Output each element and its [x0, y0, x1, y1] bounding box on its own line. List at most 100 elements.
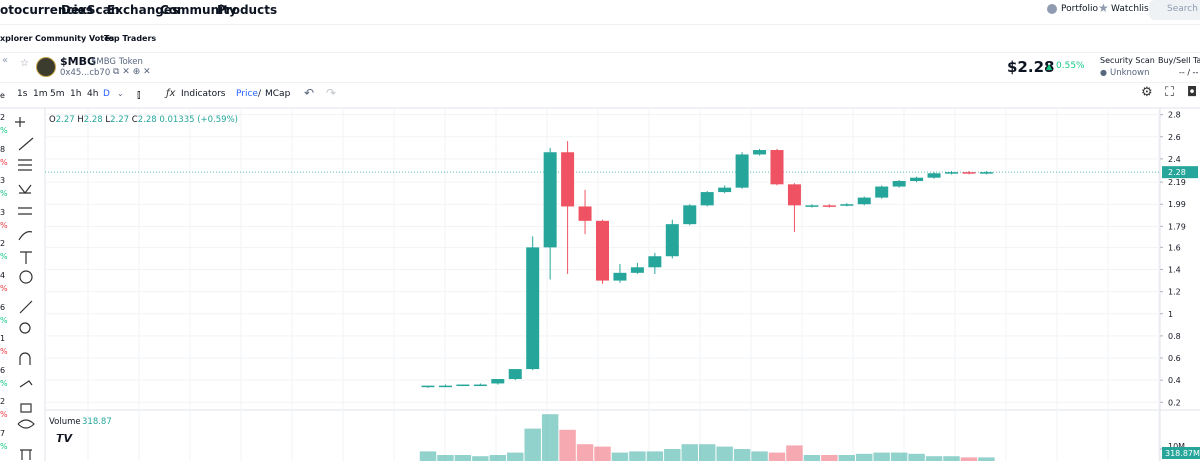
interval[interactable]: D — [103, 89, 110, 99]
side-fragment: 8 — [0, 144, 6, 154]
mcap-toggle[interactable]: MCap — [265, 89, 291, 99]
side-fragment: 2 — [0, 239, 6, 249]
volume-bar — [611, 452, 629, 461]
nav-item[interactable]: DexScan — [61, 3, 120, 17]
fullscreen-icon[interactable]: ⛶ — [1165, 85, 1175, 100]
redo-icon[interactable]: ↷ — [326, 86, 337, 100]
y-tick-label: 0.4 — [1168, 376, 1181, 385]
nav-item[interactable]: Exchanges — [107, 3, 180, 17]
fx-icon[interactable]: ƒx — [166, 88, 176, 99]
interval[interactable]: 1m — [33, 89, 48, 99]
interval[interactable]: 1h — [70, 89, 82, 99]
side-fragment: e — [0, 91, 5, 100]
watchlist[interactable]: Watchlist — [1111, 4, 1153, 14]
legend-change: 0.01335 — [159, 115, 194, 125]
candle-body — [875, 186, 889, 198]
subnav-item[interactable]: xplorer — [0, 34, 33, 43]
side-fragment: 3 — [0, 176, 6, 186]
side-fragment: % — [0, 157, 8, 167]
candle-body — [473, 384, 487, 387]
portfolio[interactable]: Portfolio — [1061, 4, 1099, 14]
nav-item[interactable]: Products — [217, 3, 278, 17]
volume-bar — [908, 453, 925, 461]
volume-bar — [472, 456, 489, 461]
volume-bar — [716, 446, 733, 461]
side-fragment: % — [0, 189, 8, 199]
interval[interactable]: 1s — [17, 89, 28, 99]
legend-key: O — [49, 115, 56, 125]
interval[interactable]: 5m — [50, 89, 65, 99]
side-fragment: % — [0, 126, 8, 135]
search-box[interactable] — [1149, 0, 1200, 20]
legend-value: 2.27 — [56, 115, 75, 125]
legend-value: 2.28 — [138, 115, 157, 125]
indicators[interactable]: Indicators — [181, 89, 226, 99]
candle-body — [857, 197, 871, 205]
volume-bar — [960, 457, 978, 461]
candle-body — [805, 205, 819, 207]
candle-body — [526, 247, 540, 370]
nav-item[interactable]: Community — [160, 3, 237, 17]
drawing-tools[interactable] — [15, 117, 35, 460]
legend-key: H — [77, 115, 83, 125]
candle-body — [718, 187, 732, 193]
y-tick-label: 2.4 — [1168, 155, 1181, 164]
divider — [0, 24, 1200, 25]
nav-item[interactable]: otocurrencies — [0, 3, 93, 17]
candle-body — [421, 385, 435, 388]
y-tick-label: 2.6 — [1168, 133, 1181, 142]
volume-bar — [925, 456, 943, 461]
candle-type-icon[interactable]: ⫾ — [137, 88, 141, 101]
volume-bar — [454, 455, 472, 461]
favorite-icon[interactable]: ☆ — [20, 58, 29, 69]
volume-title: Volume — [49, 417, 81, 427]
candle-body — [613, 272, 627, 281]
collapse-icon[interactable]: « — [2, 55, 9, 66]
subnav-item[interactable]: Community Votes — [35, 34, 115, 43]
candle-body — [787, 184, 801, 206]
volume-tick-label: 10M — [1168, 442, 1185, 451]
token-address[interactable]: 0x45...cb70 — [60, 68, 111, 78]
volume-bar — [576, 444, 594, 461]
candle-body — [910, 177, 924, 182]
volume-bar — [978, 457, 995, 461]
up-arrow: ▲ — [1046, 62, 1053, 71]
price-toggle[interactable]: Price — [236, 89, 258, 99]
candle-body — [648, 256, 662, 268]
volume-bar — [803, 455, 821, 461]
volume-bar — [507, 452, 524, 461]
undo-icon[interactable]: ↶ — [304, 86, 315, 100]
side-fragment: 6 — [0, 302, 6, 312]
volume-bar — [838, 455, 856, 461]
ohlc-legend: O2.27 H2.28 L2.27 C2.28 0.01335 (+0.59%) — [49, 115, 238, 125]
volume-bar — [873, 452, 890, 461]
candle-body — [892, 181, 906, 187]
candle-body — [979, 172, 993, 174]
legend-key: C — [132, 115, 138, 125]
dropdown-icon[interactable]: ⌄ — [117, 89, 124, 98]
candle-body — [438, 385, 452, 388]
last-price-tag — [1162, 166, 1198, 179]
divider — [0, 82, 1200, 83]
camera-icon[interactable]: ◘ — [1187, 85, 1198, 100]
settings-icon[interactable]: ⚙ — [1141, 85, 1153, 100]
candle-body — [561, 152, 575, 207]
volume-bar — [786, 445, 803, 461]
legend-change-pct: (+0.59%) — [197, 115, 238, 125]
divider — [0, 52, 1200, 53]
side-fragment: % — [0, 315, 8, 325]
portfolio-icon — [1047, 4, 1057, 14]
candle-body — [491, 379, 505, 384]
address-icons[interactable]: ⧉ ✕ ⊕ ✕ — [113, 67, 151, 77]
token-price: $2.28 — [1007, 58, 1055, 76]
separator: / — [258, 89, 262, 99]
legend-value: 2.27 — [110, 115, 129, 125]
volume-last-tag — [1162, 447, 1200, 459]
subnav-item[interactable]: Top Traders — [104, 34, 157, 43]
interval[interactable]: 4h — [87, 89, 99, 99]
candle-body — [508, 369, 522, 380]
tax-value: -- / -- — [1179, 68, 1199, 77]
volume-bar — [489, 455, 507, 461]
y-tick-label: 2.8 — [1168, 111, 1181, 120]
volume-bar — [664, 449, 681, 461]
